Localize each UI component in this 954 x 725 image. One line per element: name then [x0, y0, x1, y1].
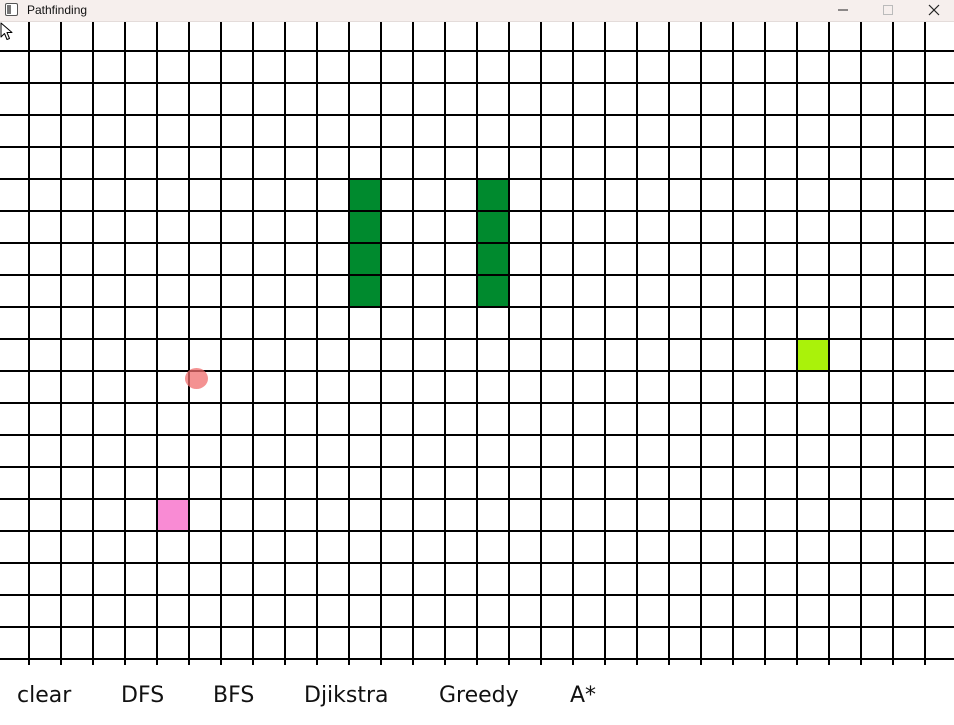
wall-cell[interactable] — [349, 275, 381, 307]
maximize-button[interactable] — [865, 0, 911, 21]
wall-cell[interactable] — [477, 179, 509, 211]
dfs-button[interactable]: DFS — [121, 683, 165, 708]
start-node[interactable] — [157, 499, 189, 531]
pathfinding-grid[interactable] — [0, 22, 954, 665]
bfs-button[interactable]: BFS — [213, 683, 255, 708]
arrow-cursor-icon — [0, 22, 13, 40]
clear-button[interactable]: clear — [17, 683, 72, 708]
astar-button[interactable]: A* — [570, 683, 597, 708]
minimize-icon — [838, 9, 848, 11]
app-icon — [5, 3, 18, 16]
cursor-highlight — [185, 368, 208, 389]
wall-cell[interactable] — [349, 211, 381, 243]
title-bar[interactable]: Pathfinding — [0, 0, 954, 22]
dijkstra-button[interactable]: Djikstra — [304, 683, 389, 708]
wall-cell[interactable] — [477, 211, 509, 243]
wall-cell[interactable] — [349, 243, 381, 275]
window-title: Pathfinding — [27, 3, 88, 17]
wall-cell[interactable] — [349, 179, 381, 211]
end-node[interactable] — [797, 339, 829, 371]
close-icon — [928, 4, 940, 16]
algorithm-toolbar: clear DFS BFS Djikstra Greedy A* — [0, 666, 954, 725]
maximize-icon — [883, 5, 893, 15]
close-button[interactable] — [911, 0, 954, 21]
minimize-button[interactable] — [820, 0, 866, 21]
wall-cell[interactable] — [477, 275, 509, 307]
greedy-button[interactable]: Greedy — [439, 683, 519, 708]
wall-cell[interactable] — [477, 243, 509, 275]
grid-canvas[interactable] — [0, 22, 954, 665]
